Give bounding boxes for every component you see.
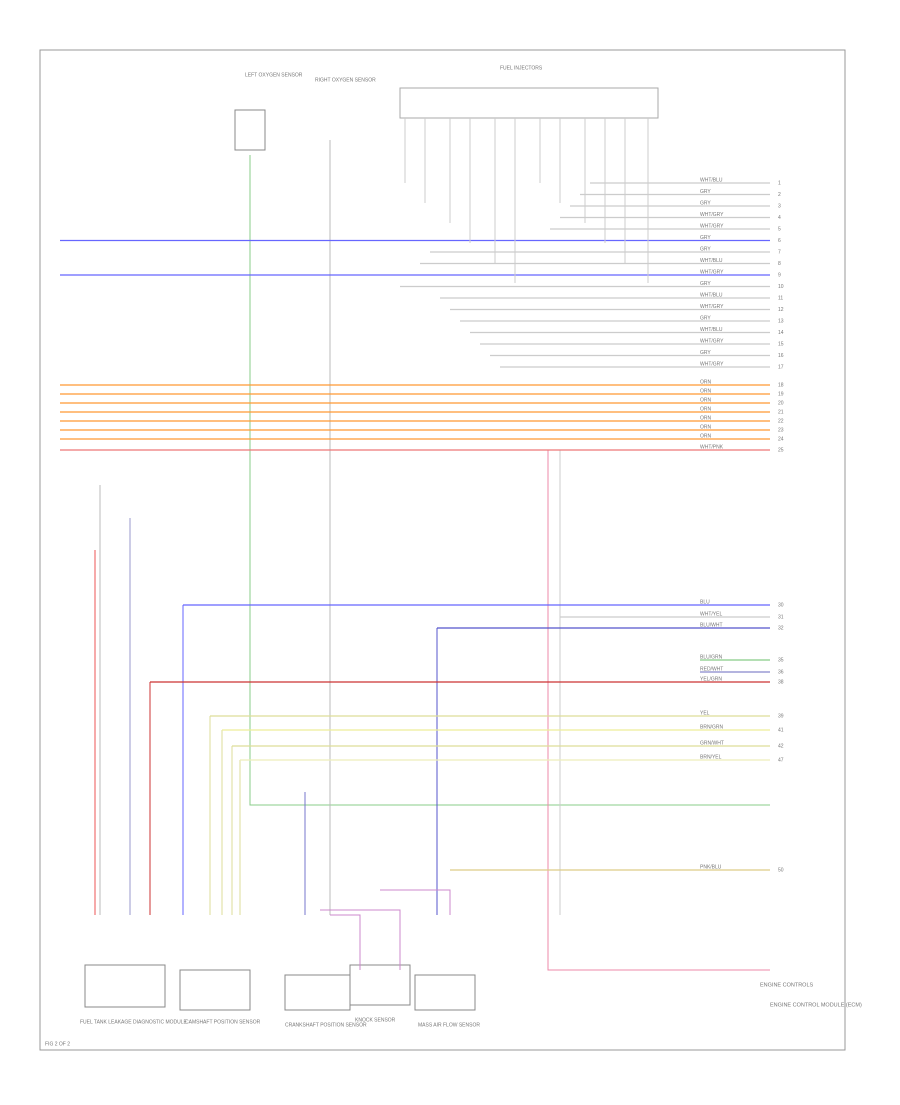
wire-label: WHT/PNK: [700, 444, 724, 450]
wire: [209, 716, 241, 915]
wire-label: ORN: [700, 415, 712, 421]
pin-label: 47: [778, 757, 784, 763]
pin-label: 13: [778, 318, 784, 324]
wire-label: WHT/BLU: [700, 177, 723, 183]
pin-label: 38: [778, 679, 784, 685]
component-label: RIGHT OXYGEN SENSOR: [315, 77, 376, 83]
pin-label: 2: [778, 192, 781, 198]
pin-label: 12: [778, 307, 784, 313]
wire-group: WHT/BLU 1 GRY 2 GRY 3 WHT/GRY 4 WHT/GRY 5 GRY 6 GRY 7…: [60, 118, 784, 873]
wire-label: WHT/GRY: [700, 212, 724, 218]
pin-label: 3: [778, 203, 781, 209]
pin-label: 6: [778, 238, 781, 244]
wire-label: BRN/YEL: [700, 754, 722, 760]
title: ENGINE CONTROLS: [760, 982, 814, 988]
wire-label: BLU: [700, 599, 710, 605]
wire-label: GRY: [700, 350, 711, 356]
wire-label: GRY: [700, 281, 711, 287]
wire-label: BLU/GRN: [700, 654, 723, 660]
component-label: FUEL INJECTORS: [500, 65, 543, 71]
wire-label: BRN/GRN: [700, 724, 723, 730]
pin-label: 24: [778, 436, 784, 442]
component-label: CAMSHAFT POSITION SENSOR: [185, 1019, 261, 1025]
component-label: FUEL TANK LEAKAGE DIAGNOSTIC MODULE: [80, 1019, 188, 1025]
wire-label: WHT/GRY: [700, 304, 724, 310]
component-box: [84, 964, 166, 1008]
pin-label: 5: [778, 226, 781, 232]
wire-label: WHT/GRY: [700, 338, 724, 344]
wire-label: ORN: [700, 379, 712, 385]
component-label: CRANKSHAFT POSITION SENSOR: [285, 1022, 367, 1028]
component-box: [414, 974, 476, 1011]
wire: [547, 450, 770, 971]
pin-label: 23: [778, 427, 784, 433]
pin-label: 11: [778, 295, 783, 301]
injector-box: [399, 87, 659, 119]
component-label: KNOCK SENSOR: [355, 1017, 396, 1023]
wire-label: GRN/WHT: [700, 740, 724, 746]
pin-label: 25: [778, 447, 784, 453]
wire-label: YEL/GRN: [700, 676, 722, 682]
pin-label: 39: [778, 713, 784, 719]
wire-label: WHT/BLU: [700, 327, 723, 333]
pin-label: 21: [778, 409, 784, 415]
pin-label: 35: [778, 657, 784, 663]
pin-label: 19: [778, 391, 784, 397]
pin-label: 4: [778, 215, 781, 221]
wire-label: PNK/BLU: [700, 864, 722, 870]
pin-label: 36: [778, 669, 784, 675]
component-box: [349, 964, 411, 1006]
wire-label: GRY: [700, 189, 711, 195]
wire-label: ORN: [700, 388, 712, 394]
wire-label: YEL: [700, 710, 710, 716]
wire-label: WHT/BLU: [700, 292, 723, 298]
pin-label: 9: [778, 272, 781, 278]
wire-label: WHT/GRY: [700, 269, 724, 275]
pin-label: 32: [778, 625, 784, 631]
pin-label: 20: [778, 400, 784, 406]
wire-label: ORN: [700, 424, 712, 430]
pin-label: 31: [778, 614, 784, 620]
wire: [249, 155, 770, 806]
wire-label: WHT/BLU: [700, 258, 723, 264]
pin-label: 30: [778, 602, 784, 608]
wire-label: GRY: [700, 235, 711, 241]
sensor-box: [234, 109, 266, 151]
wire-label: WHT/YEL: [700, 611, 722, 617]
wire-label: ORN: [700, 433, 712, 439]
wire-label: GRY: [700, 246, 711, 252]
wire-label: ORN: [700, 397, 712, 403]
pin-label: 14: [778, 330, 784, 336]
module-label: ENGINE CONTROL MODULE (ECM): [770, 1002, 862, 1008]
wire-label: GRY: [700, 315, 711, 321]
wire-label: GRY: [700, 200, 711, 206]
wire-label: ORN: [700, 406, 712, 412]
pin-label: 22: [778, 418, 784, 424]
wire-label: WHT/GRY: [700, 223, 724, 229]
wire-label: WHT/GRY: [700, 361, 724, 367]
pin-label: 50: [778, 867, 784, 873]
pin-label: 16: [778, 353, 784, 359]
component-label: LEFT OXYGEN SENSOR: [245, 72, 303, 78]
component-box: [179, 969, 251, 1011]
component-box: [284, 974, 351, 1011]
component-label: MASS AIR FLOW SENSOR: [418, 1022, 480, 1028]
pin-label: 10: [778, 284, 784, 290]
page-label: FIG 2 OF 2: [45, 1041, 70, 1047]
wire: [320, 889, 451, 970]
pin-label: 41: [778, 727, 784, 733]
wire-label: RED/WHT: [700, 666, 723, 672]
pin-label: 18: [778, 382, 784, 388]
frame: [39, 49, 846, 1051]
pin-label: 42: [778, 743, 784, 749]
pin-label: 17: [778, 364, 784, 370]
pin-label: 8: [778, 261, 781, 267]
pin-label: 1: [778, 180, 781, 186]
pin-label: 15: [778, 341, 784, 347]
wire-label: BLU/WHT: [700, 622, 723, 628]
pin-label: 7: [778, 249, 781, 255]
